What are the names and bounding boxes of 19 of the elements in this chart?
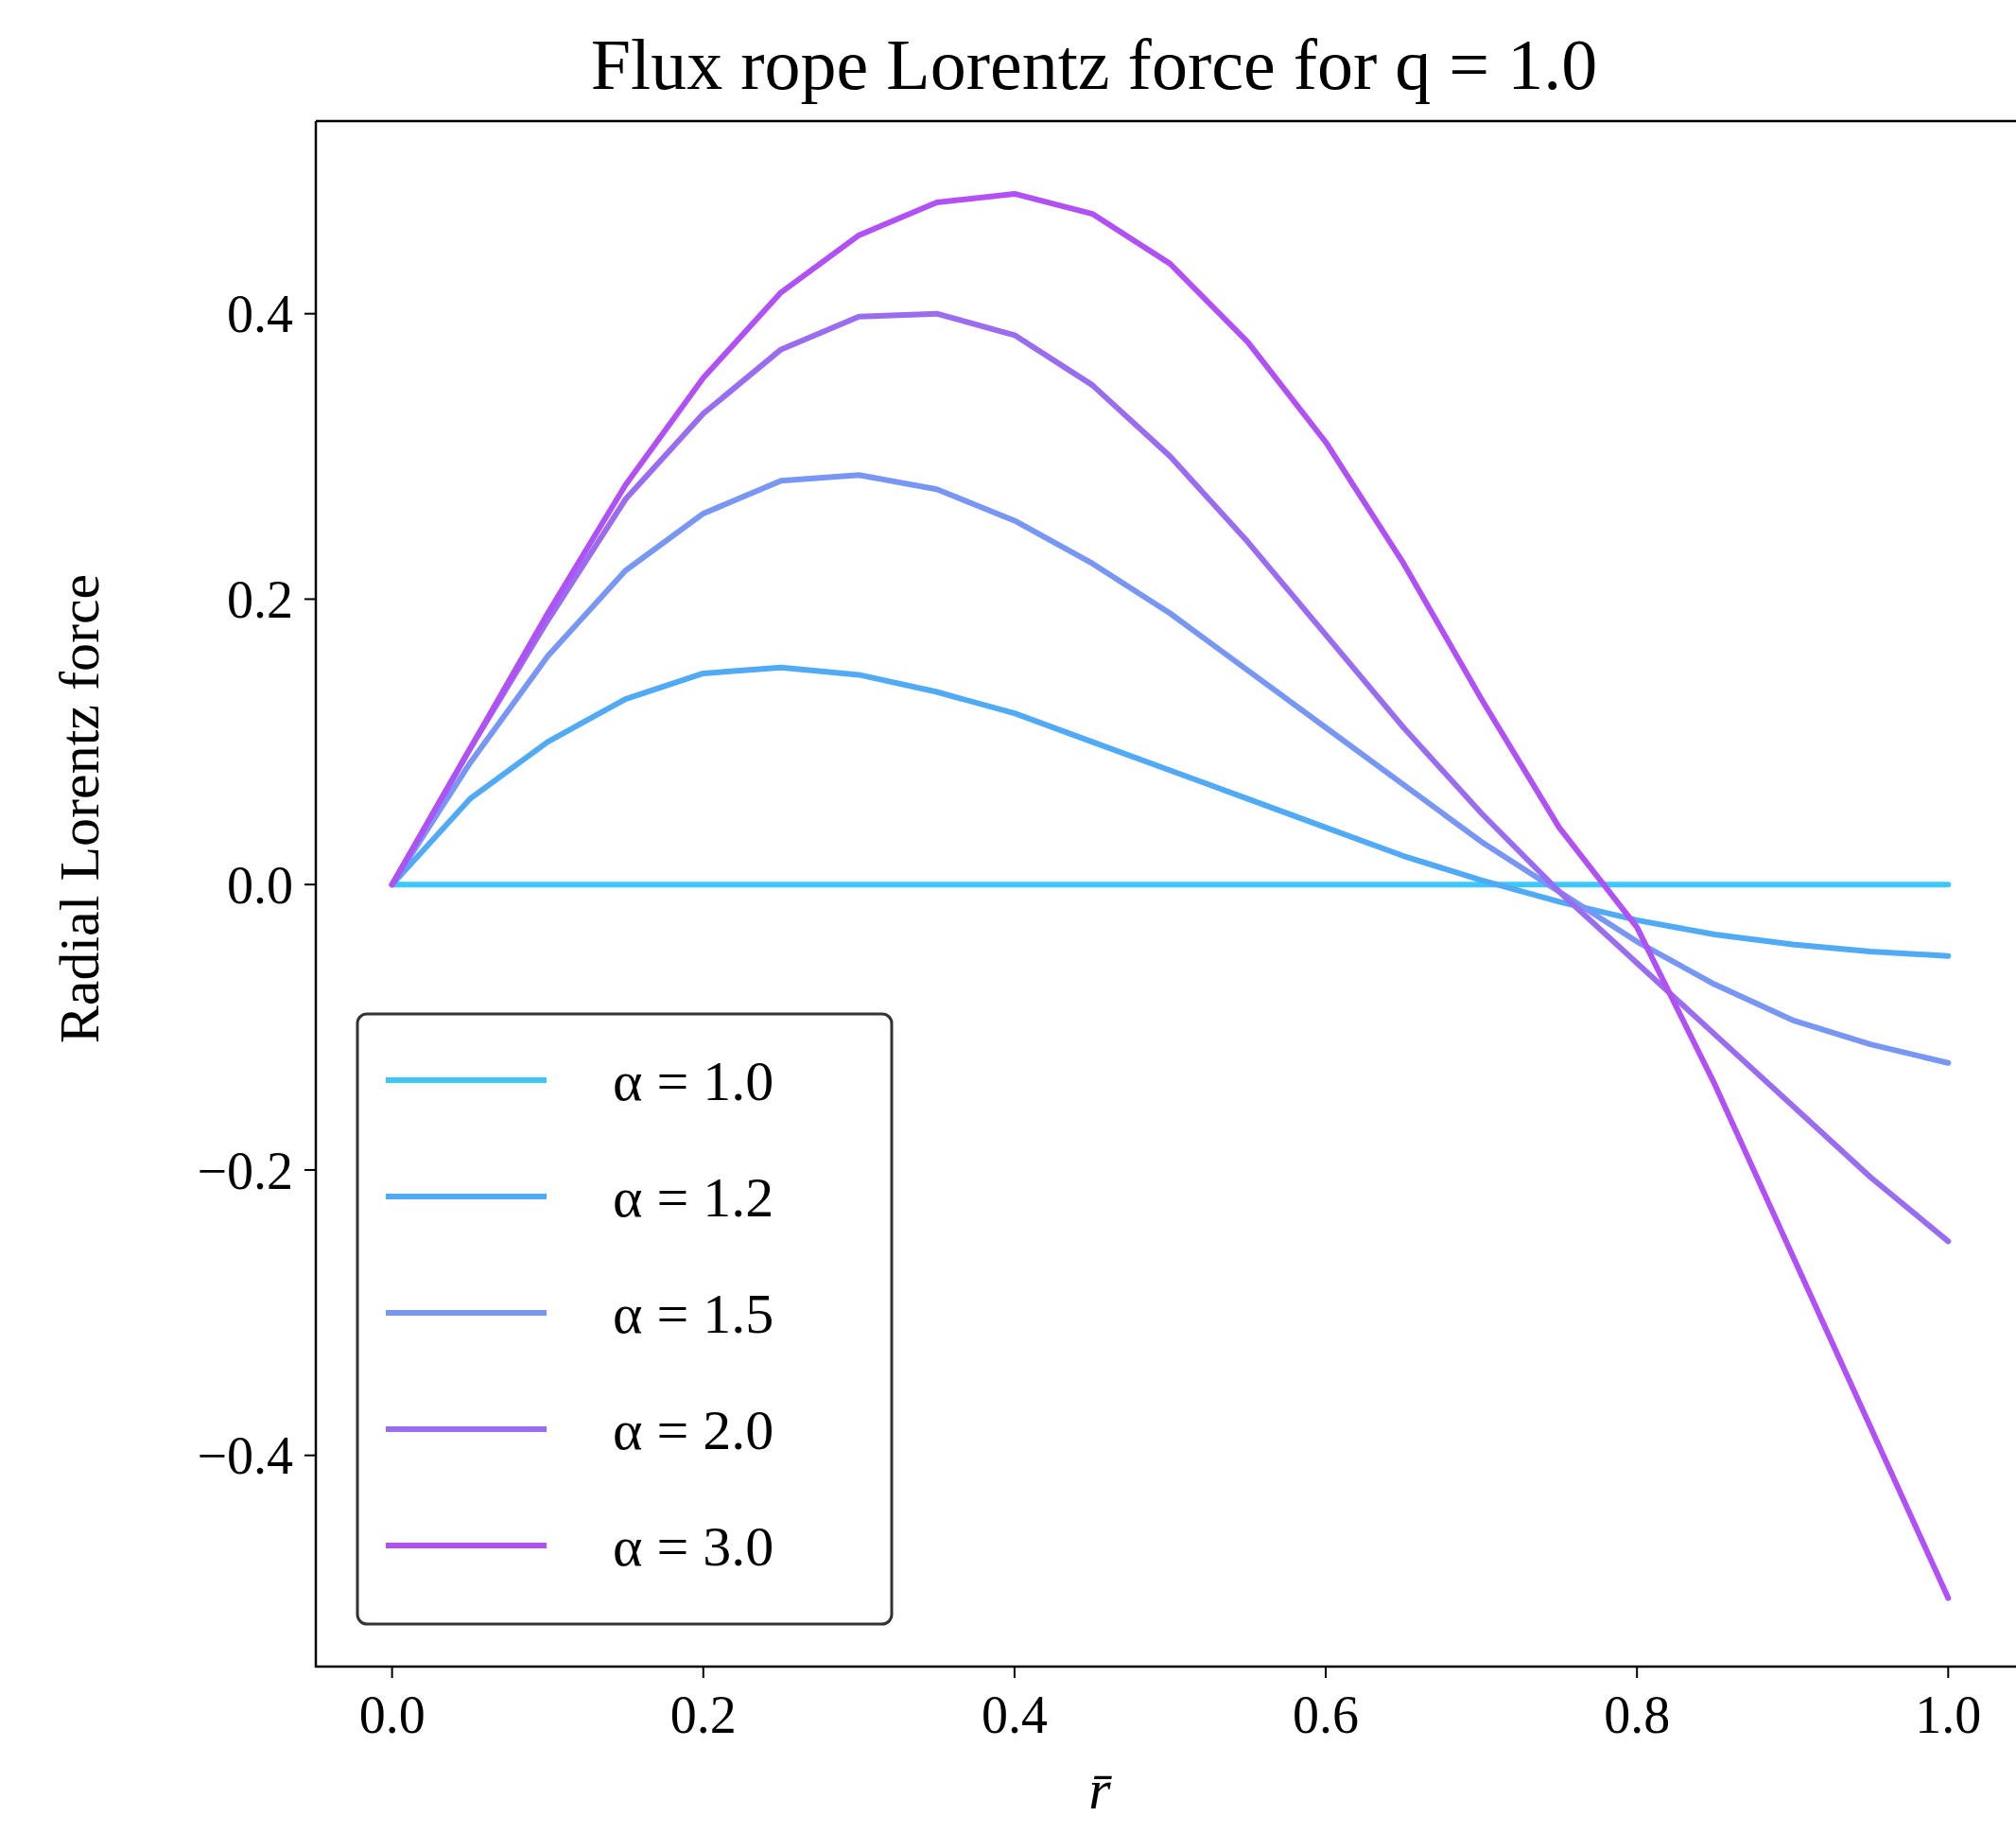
legend-label: α = 1.5 <box>613 1283 774 1345</box>
chart-title: Flux rope Lorentz force for q = 1.0 <box>590 25 1598 104</box>
legend-label: α = 1.0 <box>613 1050 774 1112</box>
y-tick-label: −0.2 <box>197 1141 293 1200</box>
legend-label: α = 1.2 <box>613 1166 774 1229</box>
x-axis-title: r̄ <box>1088 1758 1113 1821</box>
x-tick-label: 0.6 <box>1293 1686 1360 1744</box>
legend-label: α = 2.0 <box>613 1399 774 1461</box>
x-tick-label: 0.2 <box>669 1686 737 1744</box>
x-tick-label: 0.4 <box>981 1686 1048 1744</box>
x-tick-label: 0.0 <box>358 1686 426 1744</box>
y-axis-title: Radial Lorentz force <box>48 573 111 1044</box>
x-tick-label: 1.0 <box>1915 1686 1982 1744</box>
x-tick-label: 0.8 <box>1604 1686 1671 1744</box>
y-tick-label: 0.0 <box>227 855 293 915</box>
y-tick-label: 0.2 <box>227 570 293 630</box>
legend-label: α = 3.0 <box>613 1515 774 1578</box>
y-tick-label: −0.4 <box>197 1426 293 1486</box>
y-tick-label: 0.4 <box>227 285 293 344</box>
